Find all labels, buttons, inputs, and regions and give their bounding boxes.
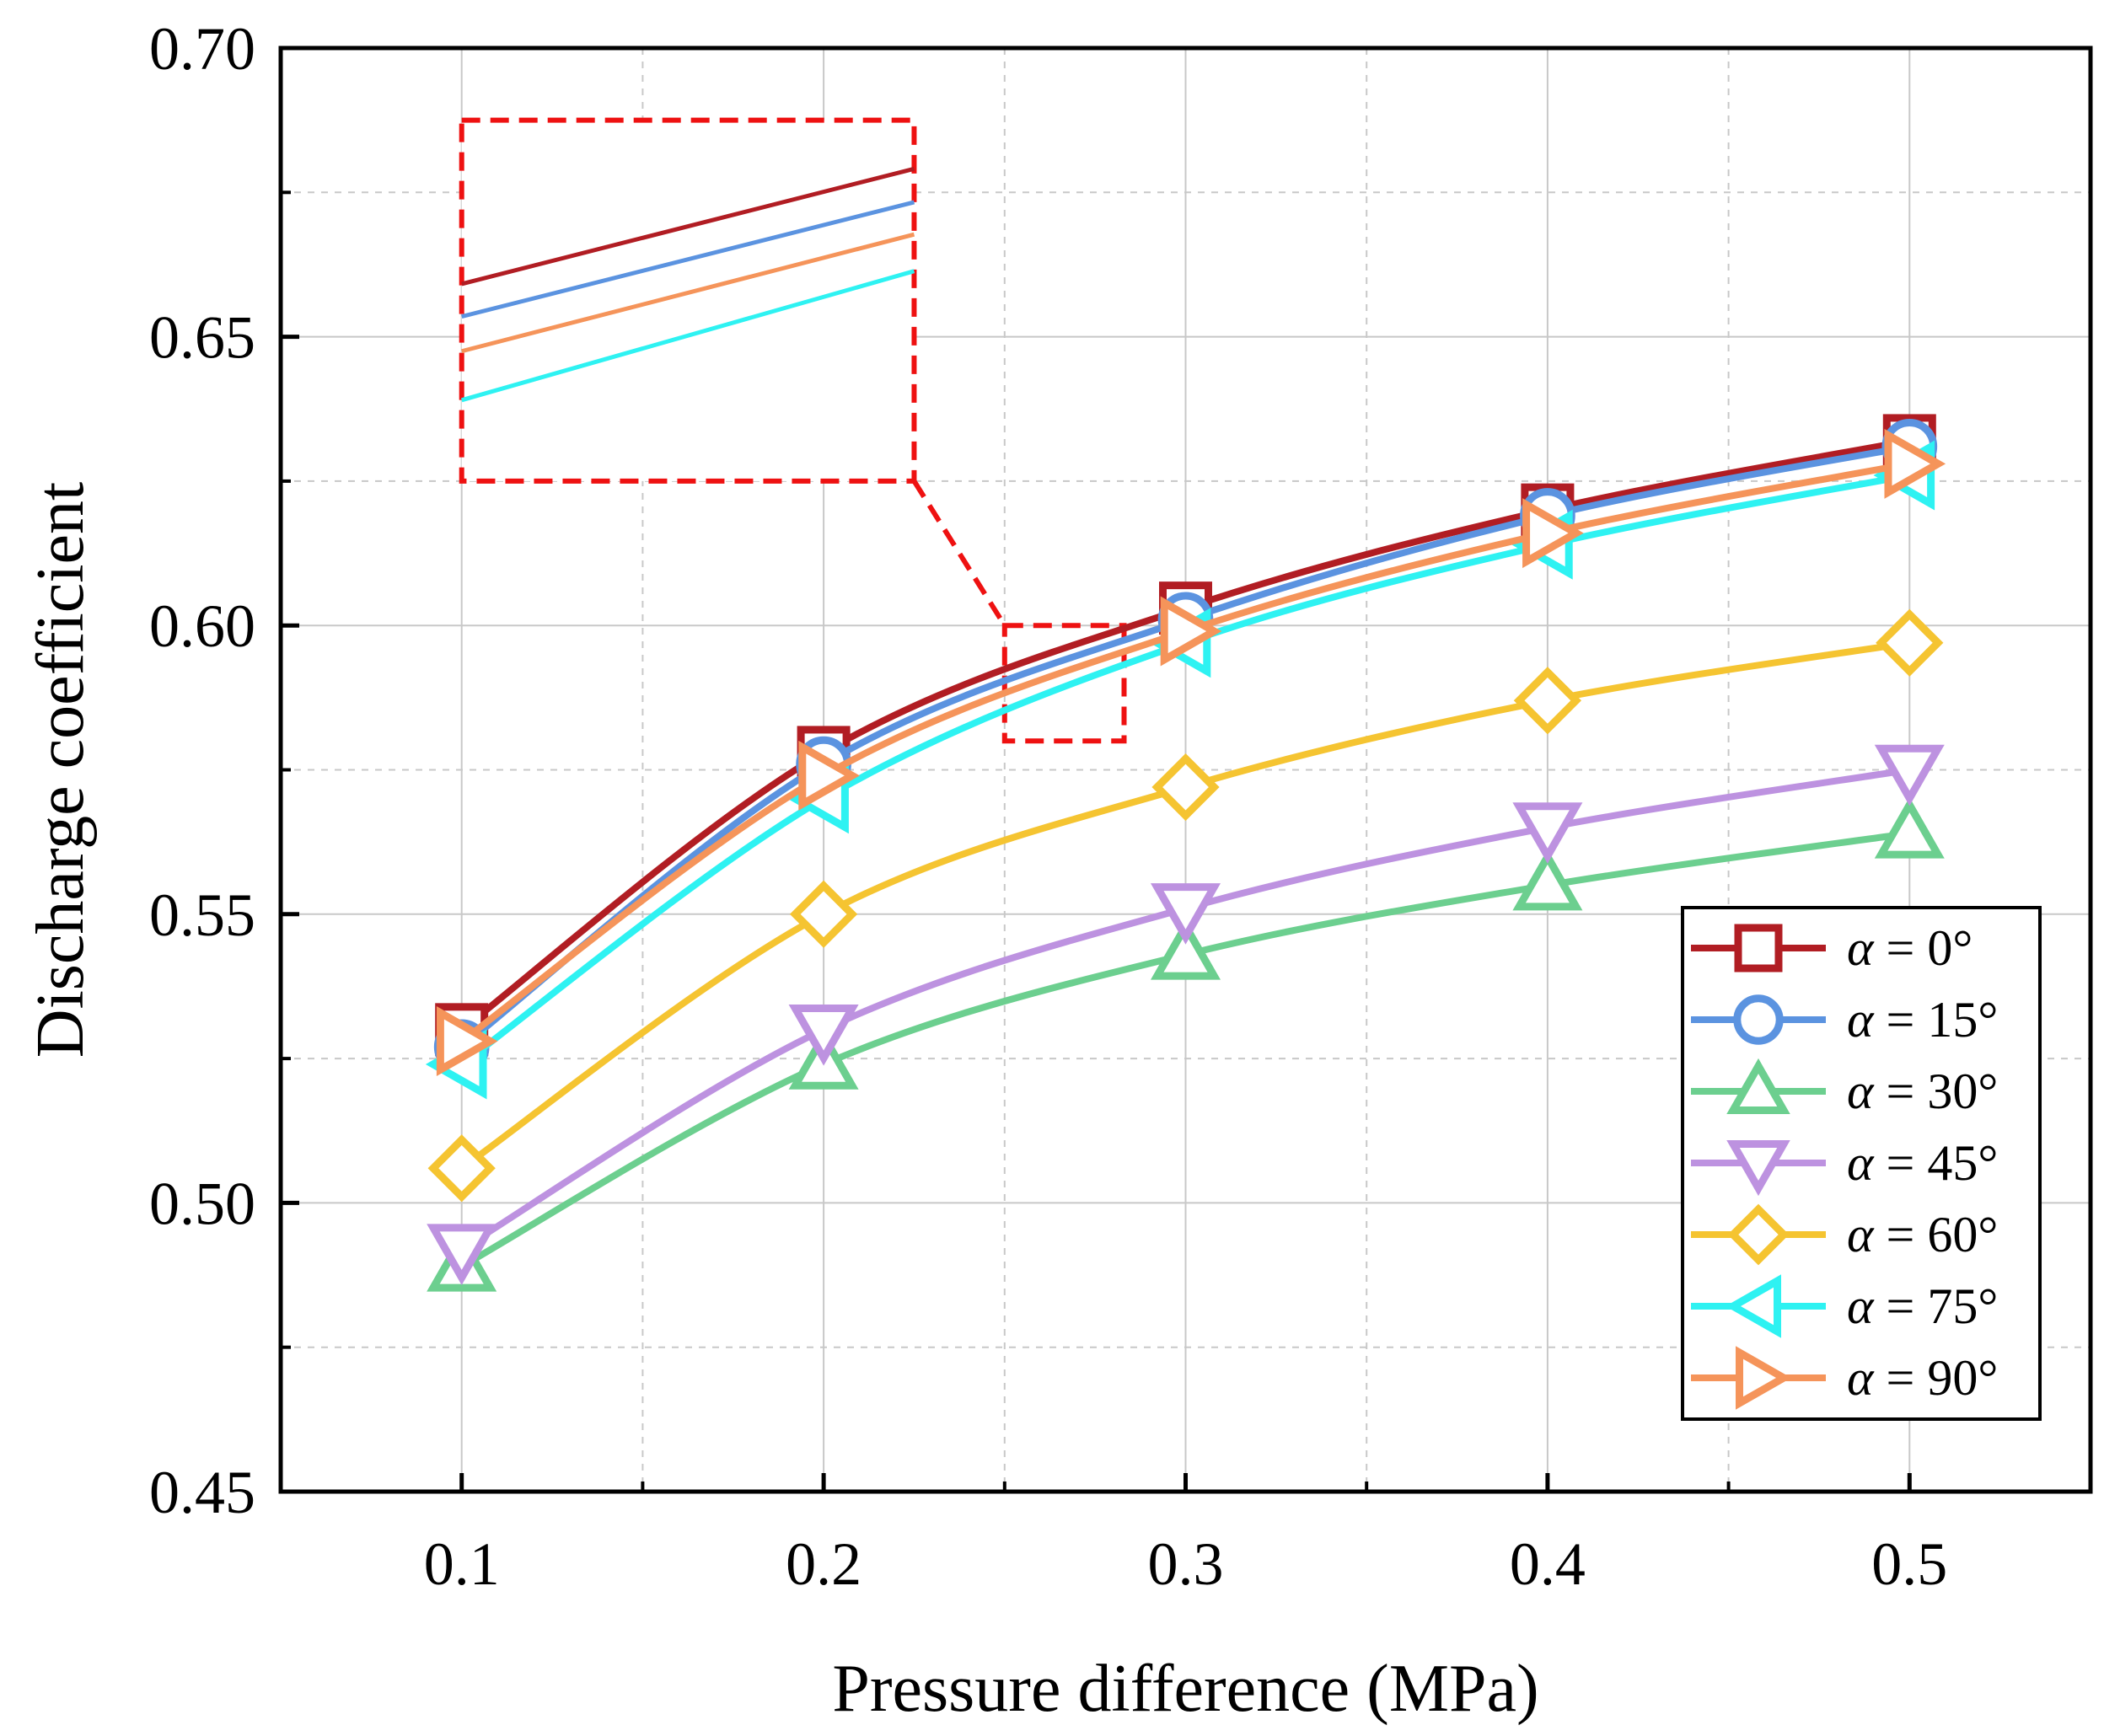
legend-value: = 0°: [1874, 920, 1973, 976]
legend-symbol: α: [1847, 992, 1875, 1047]
legend-symbol: α: [1847, 1278, 1875, 1334]
x-tick-label: 0.1: [424, 1530, 500, 1598]
zoom-connector: [911, 480, 1007, 627]
inset-lines: [461, 166, 915, 403]
data-point: [436, 1006, 498, 1077]
legend-item: α = 30°: [1691, 1058, 1998, 1119]
data-point: [427, 1224, 497, 1286]
legend-label: α = 60°: [1847, 1207, 1998, 1262]
y-tick-label: 0.55: [149, 881, 255, 949]
legend-symbol: α: [1847, 1064, 1875, 1119]
y-tick-label: 0.65: [149, 304, 255, 372]
legend-item: α = 75°: [1691, 1274, 1998, 1338]
zoom-box: [459, 117, 1127, 744]
data-point: [1874, 744, 1945, 806]
inset-series-line: [461, 232, 915, 354]
series-4: [427, 608, 1944, 1203]
legend: α = 0°α = 15°α = 30°α = 45°α = 60°α = 75…: [1681, 906, 2042, 1421]
data-point: [1512, 802, 1583, 864]
legend-label: α = 45°: [1847, 1135, 1998, 1191]
legend-value: = 15°: [1874, 992, 1999, 1047]
legend-label: α = 90°: [1847, 1350, 1998, 1406]
data-point: [1876, 608, 1944, 677]
x-tick-label: 0.2: [786, 1530, 861, 1598]
legend-marker: [1725, 1274, 1781, 1338]
x-tick-label: 0.5: [1871, 1530, 1947, 1598]
y-tick-label: 0.45: [149, 1459, 255, 1526]
data-point: [427, 1134, 496, 1203]
legend-symbol: α: [1847, 920, 1875, 976]
data-point: [1150, 918, 1221, 980]
y-axis-title: Discharge coefficient: [24, 482, 98, 1058]
x-tick-label: 0.3: [1148, 1530, 1224, 1598]
data-point: [1513, 667, 1582, 735]
legend-item: α = 60°: [1691, 1203, 1998, 1266]
data-point: [798, 740, 860, 811]
legend-symbol: α: [1847, 1350, 1875, 1406]
legend-value: = 90°: [1874, 1350, 1999, 1406]
legend-label: α = 75°: [1847, 1278, 1998, 1334]
legend-item: α = 0°: [1691, 920, 1972, 976]
x-tick-label: 0.4: [1510, 1530, 1586, 1598]
legend-marker: [1726, 1140, 1790, 1197]
y-tick-label: 0.60: [149, 592, 255, 660]
legend-value: = 60°: [1874, 1207, 1999, 1262]
legend-marker: [1734, 924, 1783, 972]
series-6: [436, 428, 1946, 1077]
legend-marker: [1727, 1203, 1790, 1266]
y-tick-label: 0.70: [149, 15, 255, 83]
legend-symbol: α: [1847, 1207, 1875, 1262]
y-tick-label: 0.50: [149, 1170, 255, 1237]
legend-marker: [1726, 1058, 1790, 1114]
legend-marker: [1733, 994, 1784, 1045]
zoom-inset-box: [459, 117, 917, 484]
data-point: [788, 1005, 859, 1066]
inset-series-line: [461, 200, 915, 319]
legend-item: α = 45°: [1691, 1135, 1998, 1197]
legend-marker: [1736, 1346, 1792, 1410]
inset-series-line: [461, 166, 915, 287]
legend-item: α = 90°: [1691, 1346, 1998, 1410]
x-axis-title: Pressure difference (MPa): [832, 1652, 1538, 1726]
legend-box: [1681, 906, 2042, 1421]
data-point: [1150, 883, 1221, 945]
legend-value: = 30°: [1874, 1064, 1999, 1119]
inset-series-line: [461, 269, 915, 403]
data-point: [1884, 428, 1946, 499]
data-point: [789, 880, 858, 948]
legend-symbol: α: [1847, 1135, 1875, 1191]
legend-value: = 75°: [1874, 1278, 1999, 1334]
data-point: [1151, 753, 1220, 822]
data-point: [1522, 498, 1584, 569]
legend-item: α = 15°: [1691, 992, 1998, 1047]
series-3: [427, 744, 1945, 1286]
legend-label: α = 30°: [1847, 1064, 1998, 1119]
ticks: 0.1 0.2 0.3 0.4 0.5 0.45 0.50 0.55 0.60 0.65 0.70: [149, 15, 1947, 1598]
legend-label: α = 0°: [1847, 920, 1972, 976]
series-group: [425, 414, 1946, 1292]
legend-value: = 45°: [1874, 1135, 1999, 1191]
data-point: [1874, 797, 1945, 859]
data-point: [1160, 596, 1222, 667]
legend-label: α = 15°: [1847, 992, 1998, 1047]
data-point: [1512, 849, 1583, 911]
